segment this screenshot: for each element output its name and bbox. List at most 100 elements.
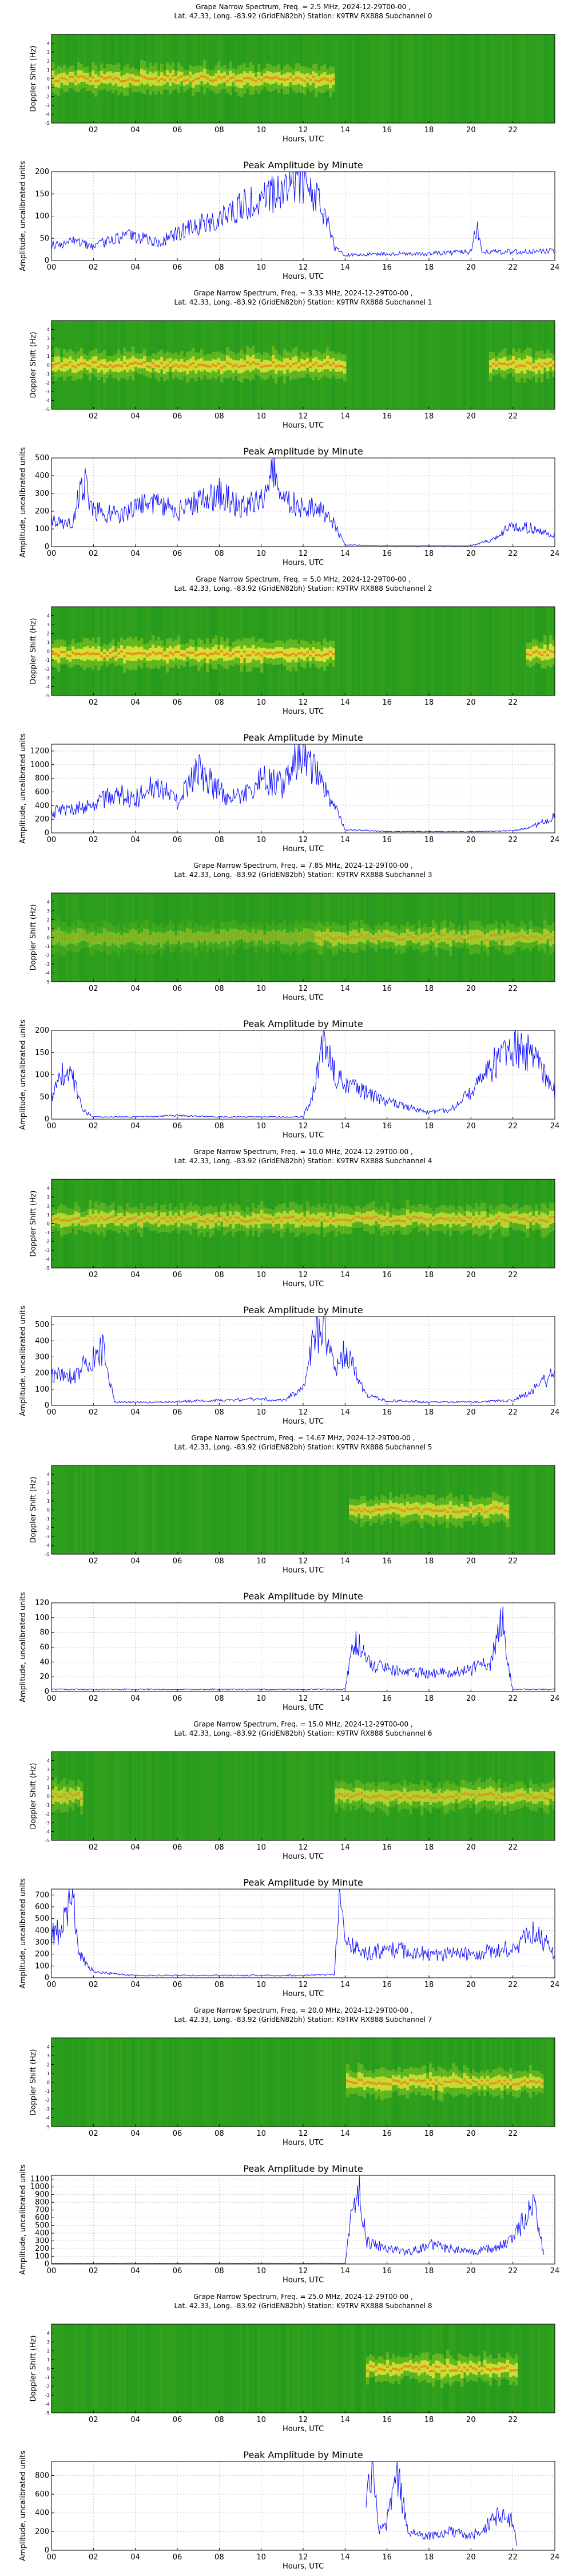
line-chart-ylabel: Amplitude, uncalibrated units [19, 161, 27, 271]
line-chart-ytick-label: 500 [35, 1321, 49, 1329]
heatmap-xtick-label: 10 [256, 1271, 266, 1279]
heatmap-ytick-label: -2 [45, 1239, 50, 1244]
line-chart-ytick-label: 50 [39, 1093, 49, 1101]
heatmap-title-line-1: Grape Narrow Spectrum, Freq. = 5.0 MHz, … [196, 575, 411, 583]
heatmap-xtick-label: 02 [89, 2129, 98, 2138]
heatmap-ytick-label: -5 [45, 1266, 50, 1271]
heatmap-xtick-label: 06 [173, 126, 182, 135]
line-chart-xtick-label: 22 [508, 550, 518, 558]
line-chart-title: Peak Amplitude by Minute [243, 1591, 363, 1602]
heatmap-xtick-label: 22 [508, 985, 518, 993]
line-chart-xtick-label: 22 [508, 1981, 518, 1989]
heatmap-xtick-label: 18 [424, 698, 434, 707]
line-chart-xtick-label: 14 [340, 263, 350, 272]
line-chart-ytick-label: 40 [39, 1658, 49, 1666]
heatmap-xtick-label: 18 [424, 2129, 434, 2138]
line-chart-ytick-label: 1200 [30, 747, 49, 756]
heatmap-ytick-label: 0 [47, 2366, 50, 2372]
line-chart-xtick-label: 04 [130, 836, 140, 844]
heatmap-ytick-label: -1 [45, 2375, 50, 2380]
line-chart-xtick-label: 10 [256, 836, 266, 844]
heatmap-ytick-label: -1 [45, 1803, 50, 1808]
heatmap-xtick-label: 14 [340, 2129, 350, 2138]
heatmap-title-line-2: Lat. 42.33, Long. -83.92 (GridEN82bh) St… [174, 1729, 432, 1737]
line-chart-xtick-label: 04 [130, 1694, 140, 1703]
line-chart-ytick-label: 0 [45, 1688, 49, 1696]
heatmap-ytick-label: 3 [47, 1767, 50, 1772]
line-chart-ytick-label: 120 [35, 1599, 49, 1607]
line-chart-xtick-label: 00 [47, 1981, 57, 1989]
line-chart-title: Peak Amplitude by Minute [243, 732, 363, 743]
heatmap-title-line-1: Grape Narrow Spectrum, Freq. = 14.67 MHz… [191, 1434, 415, 1442]
heatmap-ytick-label: 1 [47, 2357, 50, 2362]
line-chart-xtick-label: 10 [256, 550, 266, 558]
heatmap-title-line-1: Grape Narrow Spectrum, Freq. = 20.0 MHz,… [193, 2006, 412, 2014]
heatmap-ytick-label: 1 [47, 354, 50, 359]
chart-pair-2: Grape Narrow Spectrum, Freq. = 5.0 MHz, … [19, 575, 559, 854]
heatmap-xtick-label: 02 [89, 412, 98, 421]
line-chart-xtick-label: 00 [47, 836, 57, 844]
heatmap-xtick-label: 04 [130, 698, 140, 707]
heatmap-ytick-label: 0 [47, 1222, 50, 1227]
line-chart-ytick-label: 1000 [30, 761, 49, 769]
line-chart-xtick-label: 14 [340, 1981, 350, 1989]
heatmap-ylabel: Doppler Shift (Hz) [29, 46, 38, 112]
heatmap-title-line-2: Lat. 42.33, Long. -83.92 (GridEN82bh) St… [174, 2302, 432, 2310]
line-chart-xtick-label: 22 [508, 1694, 518, 1703]
line-chart-ytick-label: 0 [45, 2260, 49, 2269]
heatmap-xtick-label: 12 [299, 412, 308, 421]
line-chart-xlabel: Hours, UTC [283, 1417, 324, 1426]
line-chart-ytick-label: 80 [39, 1629, 49, 1637]
line-chart-ytick-label: 100 [35, 1385, 49, 1394]
heatmap-ytick-label: 2 [47, 1204, 50, 1209]
line-chart-xtick-label: 22 [508, 263, 518, 272]
heatmap-ytick-label: 2 [47, 1490, 50, 1495]
line-chart-xtick-label: 20 [466, 1122, 476, 1131]
line-chart-ytick-label: 0 [45, 1974, 49, 1982]
line-chart-ytick-label: 600 [35, 788, 49, 796]
line-chart-xtick-label: 14 [340, 550, 350, 558]
heatmap-title-line-2: Lat. 42.33, Long. -83.92 (GridEN82bh) St… [174, 1443, 432, 1451]
line-chart-xtick-label: 06 [173, 1694, 182, 1703]
heatmap-xtick-label: 06 [173, 985, 182, 993]
heatmap-xtick-label: 20 [466, 1843, 476, 1852]
amplitude-series-line [51, 171, 555, 258]
heatmap-xtick-label: 08 [214, 1843, 224, 1852]
heatmap-xtick-label: 14 [340, 985, 350, 993]
heatmap-xtick-label: 22 [508, 2129, 518, 2138]
line-chart-xtick-label: 16 [382, 550, 392, 558]
heatmap-xtick-label: 18 [424, 985, 434, 993]
heatmap-ytick-label: 4 [47, 327, 50, 333]
line-chart-ytick-label: 1100 [30, 2175, 49, 2184]
line-chart-ylabel: Amplitude, uncalibrated units [19, 1306, 27, 1416]
heatmap-xtick-label: 02 [89, 1557, 98, 1566]
line-chart-xlabel: Hours, UTC [283, 1704, 324, 1712]
line-chart-xtick-label: 00 [47, 2553, 57, 2562]
heatmap-ytick-label: 3 [47, 336, 50, 341]
heatmap-ytick-label: -3 [45, 103, 50, 108]
line-chart-xtick-label: 08 [214, 2553, 224, 2562]
heatmap-xtick-label: 22 [508, 1843, 518, 1852]
heatmap-xtick-label: 12 [299, 985, 308, 993]
line-chart-xtick-label: 04 [130, 2553, 140, 2562]
heatmap-ytick-label: 2 [47, 631, 50, 637]
line-chart-xtick-label: 18 [424, 2267, 434, 2275]
line-chart-xtick-label: 08 [214, 263, 224, 272]
heatmap-xtick-label: 06 [173, 2129, 182, 2138]
line-chart-xtick-label: 04 [130, 2267, 140, 2275]
line-chart-ytick-label: 100 [35, 1962, 49, 1970]
heatmap-xtick-label: 12 [299, 698, 308, 707]
line-chart-xtick-label: 24 [550, 550, 560, 558]
line-chart-ytick-label: 300 [35, 1938, 49, 1947]
line-chart-xtick-label: 16 [382, 2267, 392, 2275]
heatmap-ytick-label: 3 [47, 1195, 50, 1200]
heatmap-xtick-label: 16 [382, 2129, 392, 2138]
line-chart-xlabel: Hours, UTC [283, 845, 324, 854]
heatmap-ytick-label: 4 [47, 1759, 50, 1764]
line-chart-ytick-label: 700 [35, 1891, 49, 1899]
line-chart-xtick-label: 02 [89, 836, 98, 844]
line-chart-xtick-label: 06 [173, 1981, 182, 1989]
heatmap-xtick-label: 20 [466, 985, 476, 993]
line-chart-title: Peak Amplitude by Minute [243, 1877, 363, 1888]
